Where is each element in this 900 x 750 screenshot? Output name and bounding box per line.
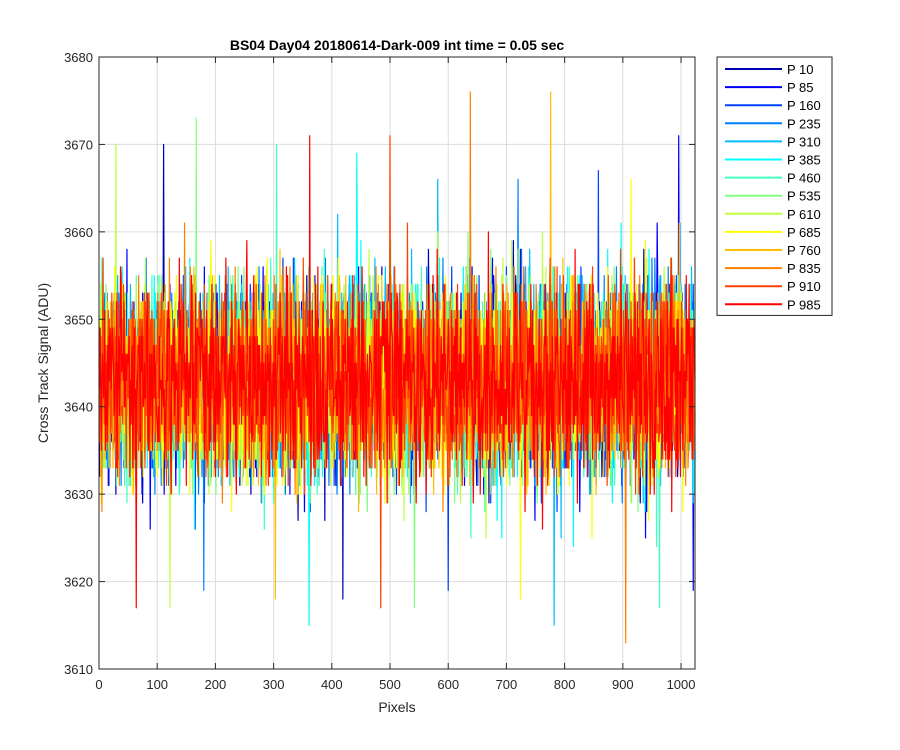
y-tick-label: 3640 <box>64 400 93 415</box>
x-tick-label: 400 <box>321 677 343 692</box>
legend-entry-label: P 460 <box>787 171 821 186</box>
series-line-p-985 <box>98 135 696 609</box>
x-tick-label: 200 <box>205 677 227 692</box>
legend-entry-label: P 535 <box>787 189 821 204</box>
legend-entry-label: P 835 <box>787 261 821 276</box>
axis-ticks: 0 100 200 300 400 500 600 700 800 900 1000 3610 3620… <box>64 50 695 692</box>
y-tick-label: 3630 <box>64 487 93 502</box>
x-tick-label: 900 <box>612 677 634 692</box>
legend: P 10 P 85 P 160 P 235 P 310 P 385 P 460 P 535 P … <box>716 56 833 316</box>
y-tick-label: 3680 <box>64 50 93 65</box>
y-tick-label: 3670 <box>64 137 93 152</box>
series-line-p-910 <box>98 135 696 609</box>
legend-entry-label: P 910 <box>787 279 821 294</box>
x-tick-label: 300 <box>263 677 285 692</box>
legend-box <box>716 56 833 316</box>
x-tick-label: 1000 <box>667 677 696 692</box>
y-tick-label: 3660 <box>64 225 93 240</box>
x-tick-label: 800 <box>554 677 576 692</box>
x-tick-label: 100 <box>146 677 168 692</box>
y-tick-label: 3620 <box>64 575 93 590</box>
legend-entry-label: P 985 <box>787 297 821 312</box>
legend-entry-label: P 385 <box>787 153 821 168</box>
legend-entry-label: P 85 <box>787 80 814 95</box>
series-lines <box>98 91 696 644</box>
legend-entry-label: P 760 <box>787 243 821 258</box>
legend-entry-label: P 235 <box>787 116 821 131</box>
x-tick-label: 500 <box>379 677 401 692</box>
x-tick-label: 0 <box>95 677 102 692</box>
x-tick-label: 700 <box>496 677 518 692</box>
chart-title: BS04 Day04 20180614-Dark-009 int time = … <box>230 37 564 53</box>
x-tick-label: 600 <box>437 677 459 692</box>
x-axis-label: Pixels <box>378 699 415 715</box>
y-tick-label: 3610 <box>64 662 93 677</box>
legend-entry-label: P 610 <box>787 207 821 222</box>
legend-entry-label: P 160 <box>787 98 821 113</box>
legend-entry-label: P 310 <box>787 134 821 149</box>
y-tick-label: 3650 <box>64 312 93 327</box>
plot-frame <box>98 56 696 670</box>
legend-entry-label: P 10 <box>787 62 814 77</box>
legend-entry-label: P 685 <box>787 225 821 240</box>
y-axis-label: Cross Track Signal (ADU) <box>35 283 51 443</box>
